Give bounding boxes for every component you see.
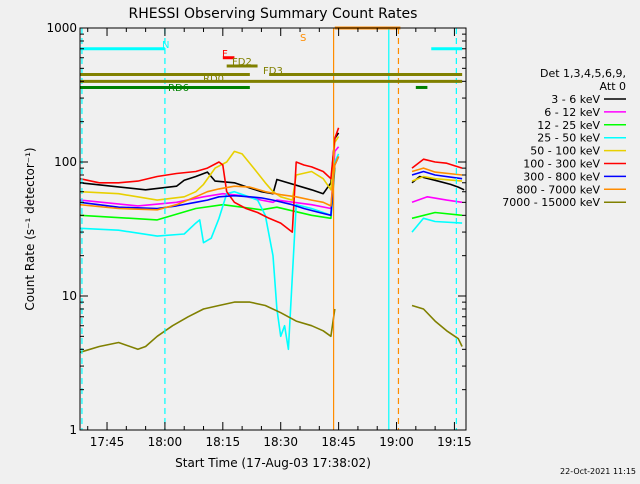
x-tick-label: 18:30 bbox=[263, 435, 298, 449]
x-tick-label: 18:00 bbox=[148, 435, 183, 449]
segment-label-fd2: FD2 bbox=[232, 57, 252, 68]
x-tick-label: 18:15 bbox=[206, 435, 241, 449]
legend-header-line1: Det 1,3,4,5,6,9, bbox=[540, 67, 626, 80]
segment-label-n: N bbox=[162, 40, 169, 51]
legend-label-7: 800 - 7000 keV bbox=[516, 183, 600, 196]
x-tick-label: 19:00 bbox=[379, 435, 414, 449]
footer-timestamp: 22-Oct-2021 11:15 bbox=[560, 467, 636, 476]
series-line-2 bbox=[79, 168, 463, 221]
axes-frame bbox=[79, 27, 467, 431]
y-tick-label: 100 bbox=[54, 155, 77, 169]
series-line-4 bbox=[79, 136, 463, 201]
legend-label-3: 25 - 50 keV bbox=[537, 132, 600, 145]
segment-label-rd6: RD6 bbox=[168, 83, 189, 94]
segment-label-rd0: RD0 bbox=[203, 74, 224, 85]
segment-label-f: F bbox=[222, 49, 228, 60]
x-tick-label: 17:45 bbox=[90, 435, 125, 449]
series-line-3 bbox=[79, 153, 463, 351]
series-line-8 bbox=[79, 301, 463, 354]
x-axis-label: Start Time (17-Aug-03 17:38:02) bbox=[175, 456, 371, 470]
legend-label-8: 7000 - 15000 keV bbox=[502, 196, 600, 209]
chart-title: RHESSI Observing Summary Count Rates bbox=[129, 6, 418, 22]
y-axis-label: Count Rate (s⁻¹ detector⁻¹) bbox=[23, 147, 37, 310]
y-tick-label: 1 bbox=[69, 423, 77, 437]
legend-label-6: 300 - 800 keV bbox=[523, 170, 600, 183]
legend-label-0: 3 - 6 keV bbox=[551, 93, 600, 106]
legend-label-4: 50 - 100 keV bbox=[530, 145, 600, 158]
x-tick-label: 18:45 bbox=[321, 435, 356, 449]
legend-label-1: 6 - 12 keV bbox=[544, 106, 600, 119]
x-tick-label: 19:15 bbox=[437, 435, 472, 449]
segment-label-fd3: FD3 bbox=[263, 66, 283, 77]
segment-label-s: S bbox=[300, 33, 306, 44]
legend-header-line2: Att 0 bbox=[600, 80, 626, 93]
y-tick-label: 1000 bbox=[46, 21, 77, 35]
legend-label-2: 12 - 25 keV bbox=[537, 119, 600, 132]
series-line-5 bbox=[79, 127, 463, 233]
plot-area bbox=[80, 28, 466, 430]
series-line-0 bbox=[79, 132, 465, 195]
series-line-7 bbox=[79, 156, 463, 211]
y-tick-label: 10 bbox=[62, 289, 77, 303]
legend-label-5: 100 - 300 keV bbox=[523, 158, 600, 171]
